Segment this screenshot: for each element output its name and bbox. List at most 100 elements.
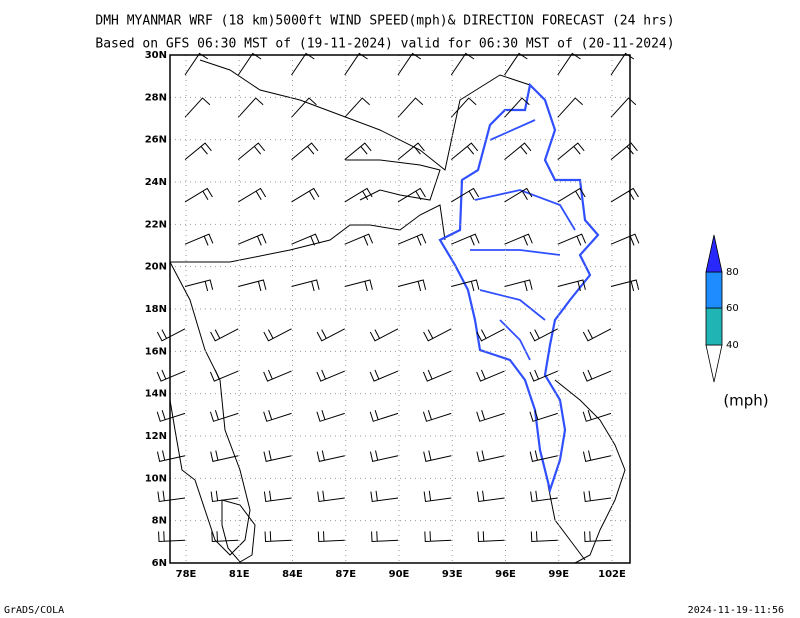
lat-label: 12N [145, 431, 167, 442]
wind-barb [477, 531, 505, 543]
wind-barb [184, 52, 209, 76]
wind-barb [209, 369, 239, 382]
wind-barb [610, 279, 640, 292]
wind-barb [583, 490, 612, 503]
lat-label: 6N [152, 558, 167, 569]
wind-barb [582, 450, 612, 463]
wind-barb [423, 450, 452, 463]
coastline [170, 204, 446, 263]
wind-barb [316, 369, 345, 382]
lon-label: 78E [176, 569, 197, 580]
wind-barb [610, 187, 639, 203]
wind-barb [238, 279, 267, 292]
lon-label: 102E [598, 569, 626, 580]
map [169, 59, 626, 564]
wind-barb [476, 490, 505, 503]
wind-barb [291, 52, 315, 76]
lon-label: 93E [442, 569, 463, 580]
wind-barb [476, 450, 505, 463]
wind-barb [370, 490, 399, 503]
wind-barb [422, 410, 452, 422]
wind-barb [450, 142, 479, 160]
wind-barb [263, 450, 292, 463]
colorbar-label: 40 [726, 340, 739, 351]
colorbar-segment [705, 344, 723, 383]
wind-barb [344, 142, 372, 160]
wind-barb [582, 369, 612, 382]
lat-label: 16N [145, 346, 167, 357]
lat-label: 20N [145, 262, 167, 273]
wind-barb [529, 369, 558, 382]
colorbar-label: 80 [726, 267, 739, 278]
wind-barb [584, 531, 612, 543]
wind-barb [210, 328, 239, 342]
wind-barbs [156, 52, 640, 543]
lat-label: 26N [145, 135, 167, 146]
wind-barb [397, 97, 424, 118]
lon-label: 99E [548, 569, 569, 580]
wind-barb [237, 142, 266, 160]
lat-label: 30N [145, 50, 167, 61]
lat-label: 8N [152, 516, 167, 527]
wind-barb [184, 187, 213, 203]
coastline [547, 484, 586, 561]
wind-barb [263, 490, 292, 503]
wind-barb [397, 233, 427, 246]
wind-barb [158, 531, 186, 543]
wind-barb [291, 279, 320, 292]
wind-barb [156, 450, 186, 463]
coastline [221, 499, 256, 563]
wind-barb [529, 410, 558, 422]
wind-barb [450, 97, 477, 118]
wind-barb [210, 490, 239, 503]
wind-barb [504, 187, 533, 203]
footer-left: GrADS/COLA [4, 605, 64, 616]
wind-barb [156, 328, 186, 342]
region-border [470, 119, 576, 361]
wind-barb [504, 142, 532, 160]
lat-label: 24N [145, 177, 167, 188]
wind-barb [263, 328, 292, 342]
wind-barb [397, 142, 425, 160]
colorbar-label: 60 [726, 303, 739, 314]
wind-barb [184, 233, 214, 246]
wind-barb [450, 187, 480, 203]
wind-barb [451, 279, 480, 292]
colorbar: 40 60 80 [705, 234, 739, 383]
subtitle-line: Based on GFS 06:30 MST of (19-11-2024) v… [95, 37, 674, 52]
wind-barb [263, 369, 292, 382]
colorbar-unit: (mph) [723, 392, 768, 410]
lat-label: 28N [145, 92, 167, 103]
coastline [169, 261, 251, 556]
map-frame [169, 54, 631, 564]
footer-right: 2024-11-19-11:56 [688, 605, 784, 616]
wind-barb [238, 233, 267, 246]
wind-barb [156, 369, 186, 382]
wind-barb [369, 450, 399, 463]
wind-barb [264, 531, 292, 543]
colorbar-segment [705, 271, 723, 309]
wind-barb [504, 233, 533, 246]
wind-barb [557, 97, 583, 118]
wind-barb [316, 328, 345, 342]
colorbar-segment [705, 234, 723, 273]
wind-barb [504, 97, 530, 118]
wind-barb [263, 410, 292, 422]
wind-barb [504, 279, 533, 292]
wind-barb [316, 450, 345, 463]
wind-barb [317, 531, 345, 543]
lon-label: 90E [389, 569, 410, 580]
wind-barb [582, 410, 612, 422]
wind-barb [610, 142, 638, 160]
wind-barb [557, 233, 587, 246]
wind-barb [344, 279, 373, 292]
wind-barb [423, 328, 452, 342]
wind-barb [397, 279, 427, 292]
wind-barb [397, 52, 422, 76]
wind-barb [209, 410, 239, 422]
wind-barb [424, 531, 452, 543]
wind-barb [157, 490, 186, 503]
wind-barb [291, 187, 320, 203]
wind-barb [291, 233, 320, 246]
